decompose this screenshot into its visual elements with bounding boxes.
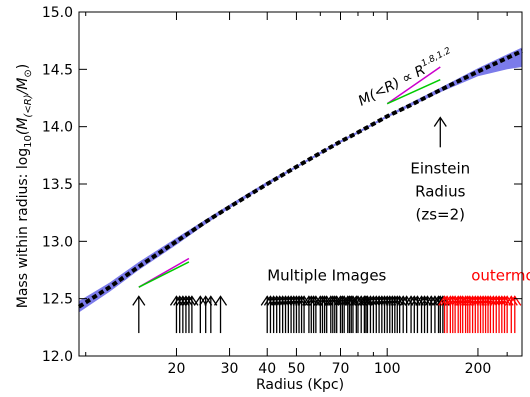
image-arrow bbox=[307, 295, 321, 334]
y-tick-label: 14.5 bbox=[42, 62, 73, 78]
image-arrow-head bbox=[357, 295, 371, 306]
image-arrow-head bbox=[267, 295, 281, 306]
multiple-images-label: Multiple Images bbox=[267, 266, 386, 284]
slope-reference-line bbox=[386, 78, 441, 105]
einstein-label-line: Einstein bbox=[410, 159, 470, 177]
image-arrow-head bbox=[176, 295, 190, 306]
image-arrow-head bbox=[169, 295, 184, 306]
outermost-arrow bbox=[495, 295, 509, 334]
image-arrow bbox=[204, 295, 218, 334]
x-tick-label: 40 bbox=[258, 361, 276, 377]
outermost-arrow bbox=[508, 295, 522, 334]
outermost-arrow-head bbox=[495, 295, 509, 306]
image-arrow bbox=[267, 295, 281, 334]
image-arrow-head bbox=[404, 295, 418, 306]
einstein-arrow-head bbox=[433, 116, 447, 127]
image-arrow bbox=[360, 295, 374, 334]
image-arrow bbox=[132, 295, 146, 334]
x-tick-label: 100 bbox=[374, 361, 401, 377]
image-arrow bbox=[182, 295, 196, 334]
image-arrow-head bbox=[182, 295, 196, 306]
y-tick-label: 12.5 bbox=[42, 292, 73, 308]
image-arrow bbox=[357, 295, 371, 334]
image-arrow-head bbox=[132, 295, 146, 306]
image-arrow bbox=[173, 295, 187, 334]
image-arrow bbox=[292, 295, 306, 334]
image-arrow bbox=[263, 295, 277, 334]
image-arrow-head bbox=[344, 295, 358, 306]
image-arrow bbox=[169, 295, 184, 334]
axis-ticks: 20 30 40 50 70 100 200 12.0 12.5 13.0 13.5 14.0 14.5… bbox=[42, 5, 522, 377]
image-arrow bbox=[335, 295, 349, 334]
image-arrow-head bbox=[390, 295, 404, 306]
x-tick-label: 70 bbox=[332, 361, 350, 377]
image-arrow-head bbox=[213, 295, 228, 306]
outermost-arrow bbox=[497, 295, 512, 334]
outermost-label: outermost bbox=[471, 266, 530, 284]
image-arrow bbox=[179, 295, 193, 334]
image-arrow bbox=[417, 295, 432, 334]
image-arrow bbox=[390, 295, 404, 334]
einstein-label-line: Radius bbox=[415, 182, 465, 200]
uncertainty-band bbox=[79, 47, 522, 313]
image-arrow-head bbox=[179, 295, 193, 306]
image-arrow-head bbox=[193, 295, 207, 306]
image-arrow bbox=[344, 295, 358, 334]
x-tick-label: 20 bbox=[168, 361, 186, 377]
image-arrow-head bbox=[354, 295, 368, 306]
image-arrow bbox=[404, 295, 418, 334]
image-arrow bbox=[199, 295, 213, 334]
outermost-arrow bbox=[456, 295, 470, 334]
outermost-arrow-head bbox=[456, 295, 470, 306]
y-tick-label: 15.0 bbox=[42, 5, 73, 21]
image-arrow bbox=[260, 295, 274, 334]
image-arrow-head bbox=[307, 295, 321, 306]
slope-reference-line bbox=[138, 261, 190, 288]
image-arrow-head bbox=[297, 295, 311, 306]
y-tick-label: 13.5 bbox=[42, 177, 73, 193]
image-arrow-head bbox=[204, 295, 218, 306]
image-arrow-head bbox=[173, 295, 187, 306]
image-arrow-head bbox=[263, 295, 277, 306]
image-arrow bbox=[415, 295, 429, 334]
y-tick-label: 13.0 bbox=[42, 234, 73, 250]
y-tick-label: 12.0 bbox=[42, 349, 73, 365]
image-arrow-head bbox=[335, 295, 349, 306]
image-arrow-head bbox=[360, 295, 374, 306]
image-arrow-head bbox=[415, 295, 429, 306]
image-arrow bbox=[176, 295, 190, 334]
image-arrow-head bbox=[199, 295, 213, 306]
x-tick-label: 30 bbox=[221, 361, 239, 377]
x-tick-label: 50 bbox=[288, 361, 306, 377]
image-arrow-head bbox=[302, 295, 316, 306]
einstein-arrow bbox=[433, 116, 447, 148]
image-arrow-head bbox=[417, 295, 432, 306]
image-arrow bbox=[193, 295, 207, 334]
slope-reference-line bbox=[386, 66, 441, 105]
einstein-label-line: (zs=2) bbox=[416, 205, 466, 223]
y-tick-label: 14.0 bbox=[42, 120, 73, 136]
image-arrow bbox=[270, 295, 284, 334]
outermost-arrow-head bbox=[497, 295, 512, 306]
x-axis-label: Radius (Kpc) bbox=[256, 377, 344, 393]
x-tick-label: 200 bbox=[465, 361, 492, 377]
y-axis-label: Mass within radius: log10(M(<R)/M⊙) bbox=[15, 64, 34, 308]
mass-profile-line bbox=[77, 49, 523, 309]
image-arrow bbox=[213, 295, 228, 334]
outermost-arrow-head bbox=[508, 295, 522, 306]
image-arrow-head bbox=[292, 295, 306, 306]
image-arrow-head bbox=[260, 295, 274, 306]
image-arrow-head bbox=[270, 295, 284, 306]
